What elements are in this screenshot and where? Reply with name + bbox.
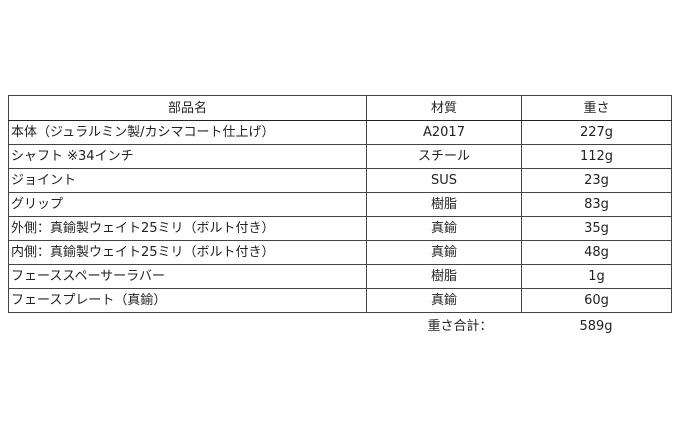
table-row: 外側：真鍮製ウェイト25ミリ（ボルト付き） 真鍮 35g [8, 216, 672, 241]
table-row: フェーススペーサーラバー 樹脂 1g [8, 264, 672, 289]
header-part-name: 部品名 [8, 95, 367, 121]
table-row: グリップ 樹脂 83g [8, 192, 672, 217]
part-name-cell: 本体（ジュラルミン製/カシマコート仕上げ） [8, 120, 367, 145]
weight-cell: 35g [521, 216, 672, 241]
material-cell: 真鍮 [366, 288, 522, 313]
part-name-cell: ジョイント [8, 168, 367, 193]
material-cell: 真鍮 [366, 216, 522, 241]
weight-cell: 83g [521, 192, 672, 217]
weight-cell: 112g [521, 144, 672, 169]
weight-cell: 1g [521, 264, 672, 289]
header-material: 材質 [366, 95, 522, 121]
table-row: 内側：真鍮製ウェイト25ミリ（ボルト付き） 真鍮 48g [8, 240, 672, 265]
weight-cell: 48g [521, 240, 672, 265]
total-label: 重さ合計： [427, 319, 493, 334]
table-row: ジョイント SUS 23g [8, 168, 672, 193]
material-cell: 樹脂 [366, 192, 522, 217]
part-name-cell: シャフト ※34インチ [8, 144, 367, 169]
material-cell: A2017 [366, 120, 522, 145]
material-cell: スチール [366, 144, 522, 169]
total-value: 589g [579, 319, 613, 334]
table-row: 本体（ジュラルミン製/カシマコート仕上げ） A2017 227g [8, 120, 672, 145]
part-name-cell: フェースプレート（真鍮） [8, 288, 367, 313]
material-cell: 真鍮 [366, 240, 522, 265]
header-weight: 重さ [521, 95, 672, 121]
weight-cell: 23g [521, 168, 672, 193]
weight-cell: 60g [521, 288, 672, 313]
material-cell: 樹脂 [366, 264, 522, 289]
part-name-cell: グリップ [8, 192, 367, 217]
table-row: シャフト ※34インチ スチール 112g [8, 144, 672, 169]
part-name-cell: フェーススペーサーラバー [8, 264, 367, 289]
header-row: 部品名 材質 重さ [8, 95, 672, 121]
material-cell: SUS [366, 168, 522, 193]
part-name-cell: 内側：真鍮製ウェイト25ミリ（ボルト付き） [8, 240, 367, 265]
parts-table: 部品名 材質 重さ 本体（ジュラルミン製/カシマコート仕上げ） A2017 227g… [8, 95, 672, 313]
table-row: フェースプレート（真鍮） 真鍮 60g [8, 288, 672, 313]
part-name-cell: 外側：真鍮製ウェイト25ミリ（ボルト付き） [8, 216, 367, 241]
weight-cell: 227g [521, 120, 672, 145]
